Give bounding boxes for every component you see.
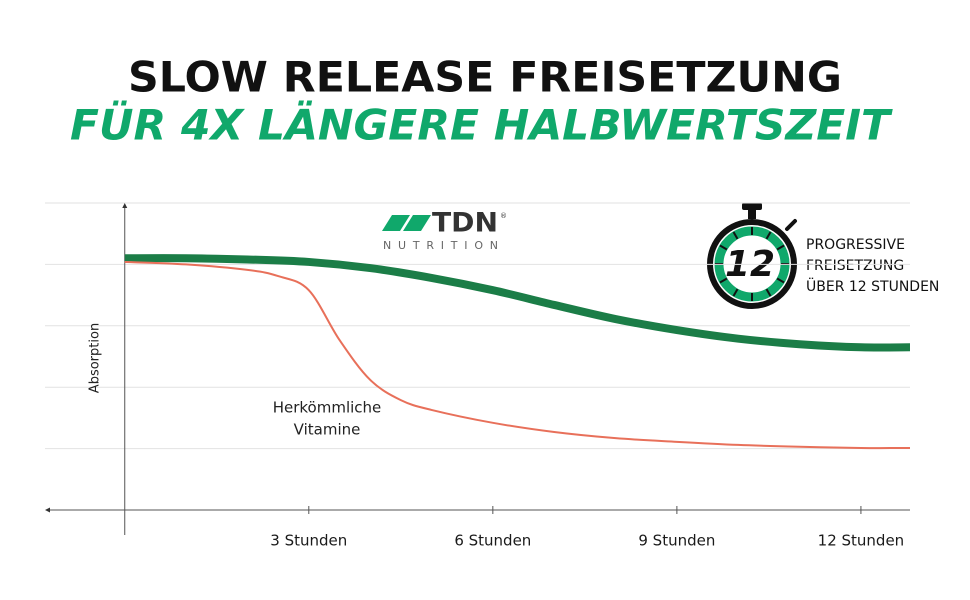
logo-shape [403, 215, 431, 231]
logo-brand: TDN [432, 208, 498, 239]
badge-tick [765, 288, 772, 297]
y-axis-label: Absorption [88, 323, 103, 393]
badge-stem [748, 209, 756, 219]
series-line [124, 254, 911, 352]
x-tick-label: 6 Stunden [454, 532, 531, 550]
logo-tagline: NUTRITION [383, 239, 498, 252]
badge-tick [732, 231, 739, 240]
chart-title: SLOW RELEASE FREISETZUNG [128, 53, 842, 102]
badge-tick [719, 244, 728, 251]
badge-crown [742, 203, 762, 210]
chart-subtitle: FÜR 4X LÄNGERE HALBWERTSZEIT [70, 100, 893, 150]
badge-tick [719, 277, 728, 284]
logo-registered: ® [500, 212, 507, 220]
badge-tick [765, 231, 772, 240]
x-tick-label: 9 Stunden [638, 532, 715, 550]
badge-text: ÜBER 12 STUNDEN [806, 277, 939, 295]
badge-knob [785, 219, 797, 231]
badge-text: FREISETZUNG [806, 258, 904, 274]
x-tick-label: 3 Stunden [270, 532, 347, 550]
badge-tick [776, 277, 785, 284]
badge-text: PROGRESSIVE [806, 237, 905, 253]
annotation: Vitamine [294, 421, 361, 439]
y-axis-arrow [122, 203, 128, 208]
badge-tick [776, 244, 785, 251]
annotation: Herkömmliche [273, 399, 382, 417]
logo-shape [382, 215, 410, 231]
badge: 12 [707, 203, 797, 309]
x-tick-label: 12 Stunden [818, 532, 905, 550]
series-line [124, 260, 911, 450]
logo: TDN ® NUTRITION [382, 208, 507, 252]
x-axis-arrow [45, 507, 50, 513]
badge-tick [732, 288, 739, 297]
